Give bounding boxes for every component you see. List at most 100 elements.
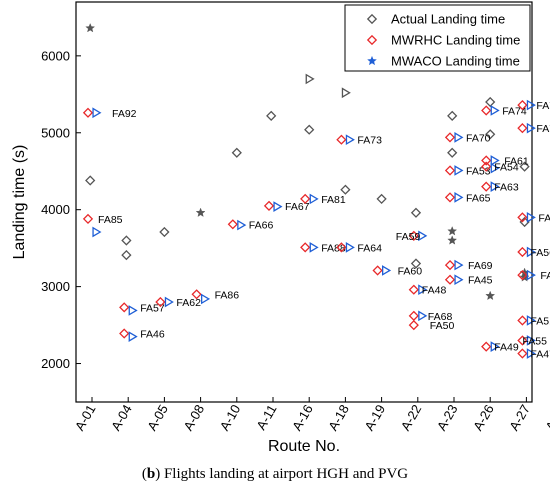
flight-fa62: FA62: [155, 296, 201, 309]
flight-fa85: FA85: [82, 213, 123, 238]
flight-label: FA60: [398, 265, 423, 277]
mwrhc-point: [517, 335, 528, 346]
x-tick-label: A-04: [108, 402, 135, 433]
y-tick-label: 4000: [41, 202, 70, 217]
mwrhc-point: [444, 165, 456, 176]
plot-frame: [75, 1, 533, 403]
mwaco-point: [490, 162, 500, 174]
flight-label: FA68: [428, 311, 453, 323]
y-axis-title: Landing time (s): [11, 145, 28, 260]
flight-label: FA54: [494, 162, 519, 174]
data-point: [376, 193, 387, 205]
y-tick-label: 5000: [41, 125, 70, 140]
legend-marker: [366, 13, 378, 25]
mwrhc-point: [336, 134, 347, 145]
legend-label: MWRHC Landing time: [391, 33, 520, 48]
flight-label: FA63: [494, 182, 519, 194]
data-point: [85, 175, 96, 186]
flight-fa59: FA59: [396, 230, 428, 243]
flight-fa52: FA52: [517, 212, 550, 224]
flight-label: FA64: [357, 242, 382, 254]
mwaco-point: [128, 331, 138, 342]
flight-label: FA92: [112, 108, 137, 120]
mwrhc-point: [191, 289, 202, 300]
flight-fa53: FA53: [444, 165, 491, 177]
flight-fa60: FA60: [372, 265, 423, 277]
data-point: [485, 96, 496, 108]
x-tick-label: A-19: [361, 402, 388, 433]
caption-letter: b: [146, 466, 156, 482]
mwrhc-point: [481, 105, 492, 116]
caption-open-paren: (: [141, 466, 147, 482]
mwrhc-point: [372, 265, 383, 276]
flight-fa56: FA56: [517, 246, 550, 259]
mwrhc-point: [408, 284, 419, 295]
mwrhc-point: [227, 219, 238, 230]
mwaco-point: [490, 181, 500, 192]
mwaco-point: [526, 246, 536, 258]
flight-fa58: FA58: [517, 269, 550, 282]
x-tick-label: A-01: [72, 402, 99, 433]
data-point: [485, 129, 496, 140]
data-point: [341, 87, 351, 99]
mwrhc-point: [444, 259, 456, 271]
flight-fa67: FA67: [263, 200, 310, 213]
mwrhc-point: [408, 310, 419, 321]
flight-label: FA49: [494, 342, 519, 354]
data-point: [266, 110, 277, 121]
data-point: [195, 207, 206, 217]
flight-label: FA58: [540, 270, 550, 282]
mwrhc-point: [300, 193, 311, 205]
mwrhc-point: [481, 341, 492, 352]
flight-fa72: FA72: [517, 122, 550, 135]
mwrhc-point: [119, 328, 130, 339]
mwaco-point: [309, 242, 319, 253]
mwaco-point: [454, 192, 464, 203]
mwaco-point: [92, 107, 102, 119]
mwrhc-point: [408, 319, 419, 331]
data-point: [410, 258, 422, 269]
mwrhc-point: [517, 246, 528, 258]
legend-label: MWACO Landing time: [391, 54, 520, 69]
flight-label: FA57: [140, 302, 165, 314]
flight-label: FA81: [321, 194, 346, 206]
mwaco-point: [454, 274, 464, 286]
data-point: [519, 161, 530, 172]
mwrhc-point: [119, 302, 130, 313]
flight-label: FA46: [140, 329, 165, 341]
data-point: [159, 226, 170, 238]
x-tick-label: A-11: [253, 402, 279, 432]
mwrhc-point: [155, 296, 166, 308]
flight-label: FA62: [176, 297, 201, 309]
data-point: [121, 235, 132, 246]
x-tick-label: A-27: [506, 402, 533, 433]
flight-label: FA45: [468, 275, 493, 287]
mwrhc-point: [481, 181, 492, 192]
flight-fa50: FA50: [408, 319, 455, 332]
mwaco-point: [526, 315, 536, 326]
mwaco-point: [526, 335, 536, 346]
flight-fa88: FA88: [300, 242, 346, 254]
flight-label: FA50: [430, 320, 455, 332]
mwaco-point: [164, 296, 174, 308]
mwaco-point: [345, 134, 355, 146]
mwrhc-point: [517, 348, 528, 359]
mwaco-point: [526, 212, 536, 223]
flight-fa48: FA48: [408, 284, 446, 297]
y-tick-label: 3000: [41, 279, 70, 294]
data-point: [410, 207, 422, 218]
mwaco-point: [309, 193, 319, 205]
y-tick-label: 2000: [41, 356, 70, 371]
mwrhc-point: [82, 107, 94, 118]
flight-label: FA73: [357, 135, 382, 147]
mwaco-point: [454, 132, 464, 143]
flight-fa65: FA65: [444, 192, 491, 204]
mwaco-point: [92, 226, 102, 238]
flight-fa46: FA46: [119, 328, 165, 342]
mwaco-point: [418, 284, 428, 296]
x-tick-label: A-10: [217, 402, 244, 433]
mwaco-point: [490, 341, 500, 352]
flight-fa86: FA86: [191, 289, 239, 305]
flight-fa92: FA92: [82, 107, 137, 120]
mwaco-point: [490, 105, 500, 116]
